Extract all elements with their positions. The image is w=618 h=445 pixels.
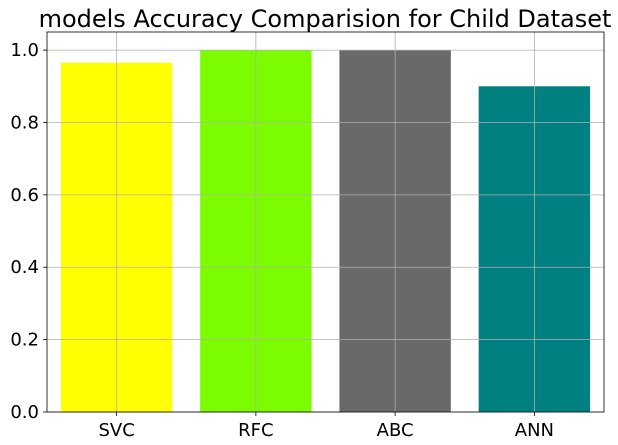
x-tick-label: SVC <box>98 420 134 441</box>
y-tick-label: 0.6 <box>10 185 39 206</box>
y-tick-label: 0.0 <box>10 402 39 423</box>
x-tick-label: RFC <box>238 420 273 441</box>
x-tick-label: ANN <box>515 420 554 441</box>
axes-frame <box>46 31 605 413</box>
plot-area: 0.0 0.2 0.4 0.6 0.8 1.0 SVC RFC ABC ANN <box>10 31 605 441</box>
x-tick-label: ABC <box>377 420 414 441</box>
chart-title: models Accuracy Comparision for Child Da… <box>39 5 612 33</box>
y-tick-label: 0.2 <box>10 330 39 351</box>
y-tick-label: 1.0 <box>10 40 39 61</box>
y-tick-label: 0.8 <box>10 112 39 133</box>
y-tick-label: 0.4 <box>10 257 39 278</box>
